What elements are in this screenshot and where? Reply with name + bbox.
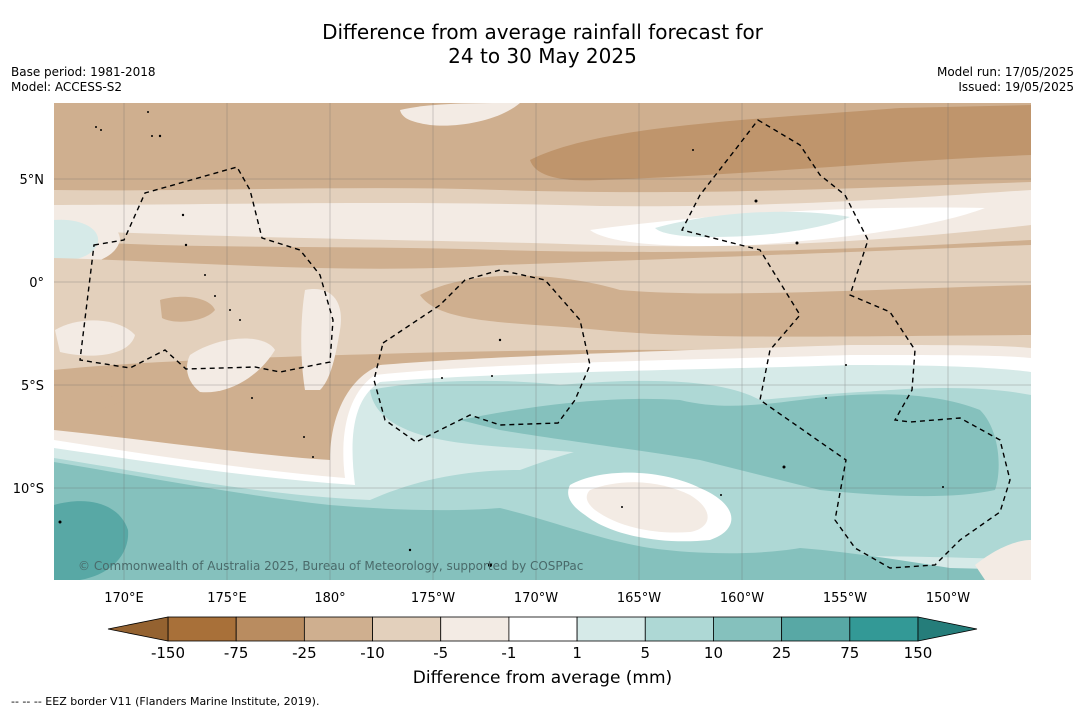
colorbar-tick-label: -1 <box>501 644 516 662</box>
map-title: Difference from average rainfall forecas… <box>0 20 1085 68</box>
light-patch-north <box>400 103 520 126</box>
lon-label-170w: 170°W <box>514 591 558 606</box>
longitude-labels: 170°E 175°E 180° 175°W 170°W 165°W 160°W… <box>104 591 970 606</box>
colorbar-tick-label: 1 <box>572 644 582 662</box>
eez-footnote: -- -- -- EEZ border V11 (Flanders Marine… <box>11 695 320 708</box>
lon-label-150w: 150°W <box>926 591 970 606</box>
latitude-labels: 5°N 0° 5°S 10°S <box>13 173 44 497</box>
copyright-notice: © Commonwealth of Australia 2025, Bureau… <box>78 559 583 573</box>
lat-label-5s: 5°S <box>21 379 44 394</box>
colorbar-swatch <box>440 616 510 642</box>
meta-left: Base period: 1981-2018 Model: ACCESS-S2 <box>11 65 156 95</box>
lon-label-175e: 175°E <box>207 591 247 606</box>
issued-date: Issued: 19/05/2025 <box>958 80 1074 94</box>
colorbar-tick-label: -150 <box>151 644 185 662</box>
eez-borders <box>79 119 1011 569</box>
lat-label-5n: 5°N <box>20 173 45 188</box>
colorbar-tick-label: 25 <box>772 644 791 662</box>
lon-label-175w: 175°W <box>411 591 455 606</box>
colorbar-swatch <box>235 616 305 642</box>
lat-label-0: 0° <box>29 276 44 291</box>
colorbar-swatch <box>167 616 237 642</box>
wet-core-east <box>460 394 999 497</box>
colorbar-swatch <box>372 616 442 642</box>
colorbar-swatch <box>849 616 919 642</box>
colorbar-swatches <box>167 616 919 642</box>
colorbar-over-arrow <box>917 616 978 642</box>
base-period: Base period: 1981-2018 <box>11 65 156 79</box>
lon-label-160w: 160°W <box>720 591 764 606</box>
colorbar-tick-label: 150 <box>904 644 933 662</box>
colorbar-tick-label: -25 <box>292 644 317 662</box>
title-line-1: Difference from average rainfall forecas… <box>322 20 763 44</box>
model-name: Model: ACCESS-S2 <box>11 80 123 94</box>
west-wet-patch <box>54 219 99 261</box>
colorbar-tick-label: -10 <box>360 644 385 662</box>
lon-label-155w: 155°W <box>823 591 867 606</box>
colorbar-tick-label: 10 <box>704 644 723 662</box>
wet-band-south <box>54 462 1031 580</box>
dry-patch-northeast <box>530 105 1031 181</box>
eez-kiribati-gilbert <box>79 166 334 373</box>
dry-band-equatorial <box>420 275 1031 337</box>
islands <box>58 111 944 567</box>
colorbar-swatch <box>713 616 783 642</box>
colorbar-swatch <box>508 616 578 642</box>
dry-spot-west <box>160 296 215 322</box>
dry-spot-southwest <box>54 388 120 414</box>
colorbar-swatch <box>303 616 373 642</box>
eez-line-cook <box>680 119 1011 569</box>
colorbar-swatch <box>781 616 851 642</box>
model-run: Model run: 17/05/2025 <box>936 65 1074 79</box>
map-field: © Commonwealth of Australia 2025, Bureau… <box>54 103 1031 580</box>
graticule <box>54 103 1031 580</box>
lon-label-170e: 170°E <box>104 591 144 606</box>
wet-spot-southwest <box>54 501 129 580</box>
light-spot-center <box>187 338 275 393</box>
light-spot-west <box>55 320 135 356</box>
colorbar-swatch <box>576 616 646 642</box>
colorbar-tick-label: -5 <box>433 644 448 662</box>
colorbar-tick-label: 5 <box>640 644 650 662</box>
colorbar-tick-label: -75 <box>224 644 249 662</box>
light-patch-southeast <box>975 540 1031 580</box>
lat-label-10s: 10°S <box>13 482 44 497</box>
light-patch-south <box>586 482 708 533</box>
lon-label-165w: 165°W <box>617 591 661 606</box>
lon-label-180: 180° <box>314 591 345 606</box>
light-spot-dateline <box>301 289 341 390</box>
title-line-2: 24 to 30 May 2025 <box>448 44 637 68</box>
colorbar-label: Difference from average (mm) <box>412 668 673 688</box>
wet-patch-north <box>655 211 850 238</box>
colorbar-under-arrow <box>107 616 169 642</box>
colorbar-swatch <box>644 616 714 642</box>
colorbar-tick-label: 75 <box>840 644 859 662</box>
colorbar-tick-labels: -150 -75 -25 -10 -5 -1 1 5 10 25 75 150 <box>151 644 932 662</box>
meta-right: Model run: 17/05/2025 Issued: 19/05/2025 <box>937 65 1074 95</box>
